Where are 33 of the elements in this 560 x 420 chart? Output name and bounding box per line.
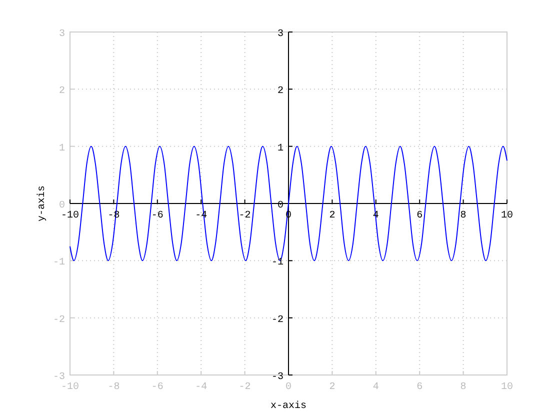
x-tick-label: -2 [238,382,251,393]
y-tick-label: 0 [58,200,65,212]
x-tick-label: 10 [500,382,514,393]
x-tick-label: -6 [151,382,164,393]
x-tick-label: 2 [329,382,336,393]
x-tick-label: -4 [195,382,208,393]
y-tick-label: 3 [58,29,65,40]
x2-tick-label: -2 [238,210,251,222]
x-tick-label: -10 [60,382,80,393]
x2-tick-label: 8 [460,210,466,222]
y2-tick-label: 2 [277,86,284,98]
x2-tick-label: 10 [500,210,514,222]
x-tick-label: 4 [372,382,379,393]
x-axis-title: x-axis [270,400,307,412]
x2-tick-label: -6 [151,210,164,222]
x-tick-label: 8 [460,382,466,393]
y-tick-label: -1 [52,258,65,269]
x-tick-label: -8 [108,382,120,393]
y-tick-label: 1 [58,143,65,154]
y2-tick-label: 3 [277,29,284,40]
x-tick-label: 6 [416,382,423,393]
x2-tick-label: 6 [416,210,423,222]
y2-tick-label: -2 [271,314,284,326]
y2-tick-label: -1 [271,258,284,269]
x2-tick-label: 2 [329,210,336,222]
y2-tick-label: -3 [271,372,284,383]
y-axis-title: y-axis [36,185,48,222]
y-tick-label: 2 [58,86,65,98]
x-tick-label: 0 [285,382,292,393]
y-tick-label: -3 [52,372,65,383]
x2-tick-label: -10 [60,210,80,222]
y2-tick-label: 1 [277,143,284,154]
y-tick-label: -2 [52,314,65,326]
